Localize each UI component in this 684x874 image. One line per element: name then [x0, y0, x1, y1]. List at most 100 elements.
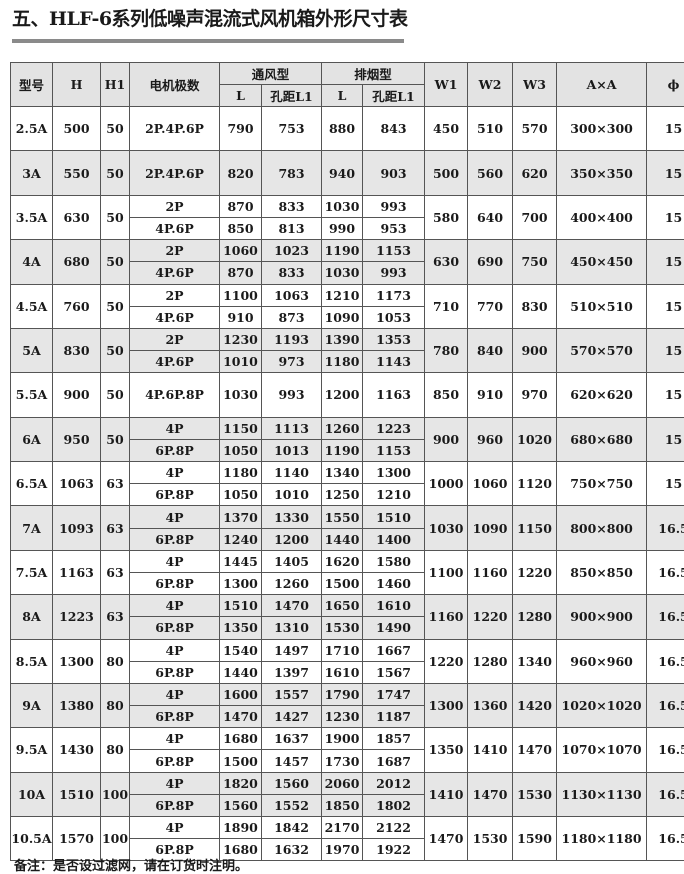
vent-l1-cell: 1023	[262, 240, 322, 262]
phi-cell: 16.5	[647, 772, 684, 816]
phi-cell: 15	[647, 328, 684, 372]
poles-cell: 4P	[130, 817, 220, 839]
poles-cell: 2P	[130, 240, 220, 262]
header-h: H	[53, 63, 101, 107]
poles-cell: 6P.8P	[130, 661, 220, 683]
smoke-l-cell: 880	[322, 107, 363, 151]
poles-cell: 6P.8P	[130, 617, 220, 639]
smoke-l1-cell: 1490	[363, 617, 425, 639]
vent-l-cell: 1600	[220, 683, 262, 705]
w3-cell: 1280	[513, 595, 557, 639]
smoke-l-cell: 940	[322, 151, 363, 195]
h-cell: 900	[53, 373, 101, 417]
axa-cell: 1070×1070	[557, 728, 647, 772]
smoke-l-cell: 1260	[322, 417, 363, 439]
poles-cell: 6P.8P	[130, 439, 220, 461]
vent-l-cell: 820	[220, 151, 262, 195]
smoke-l1-cell: 1143	[363, 351, 425, 373]
h-cell: 950	[53, 417, 101, 461]
axa-cell: 620×620	[557, 373, 647, 417]
w1-cell: 580	[425, 195, 468, 239]
smoke-l1-cell: 903	[363, 151, 425, 195]
header-phi: ϕ	[647, 63, 684, 107]
vent-l-cell: 850	[220, 217, 262, 239]
model-cell: 4.5A	[11, 284, 53, 328]
smoke-l-cell: 1230	[322, 706, 363, 728]
w3-cell: 620	[513, 151, 557, 195]
model-cell: 3.5A	[11, 195, 53, 239]
model-cell: 8A	[11, 595, 53, 639]
model-cell: 2.5A	[11, 107, 53, 151]
vent-l1-cell: 833	[262, 195, 322, 217]
vent-l1-cell: 1013	[262, 439, 322, 461]
smoke-l1-cell: 1610	[363, 595, 425, 617]
poles-cell: 6P.8P	[130, 484, 220, 506]
h1-cell: 50	[101, 417, 130, 461]
vent-l1-cell: 1457	[262, 750, 322, 772]
poles-cell: 4P	[130, 550, 220, 572]
w1-cell: 780	[425, 328, 468, 372]
smoke-l1-cell: 1922	[363, 839, 425, 861]
vent-l-cell: 1300	[220, 572, 262, 594]
phi-cell: 15	[647, 373, 684, 417]
smoke-l-cell: 1730	[322, 750, 363, 772]
axa-cell: 450×450	[557, 240, 647, 284]
vent-l-cell: 1890	[220, 817, 262, 839]
smoke-l-cell: 1790	[322, 683, 363, 705]
w1-cell: 1100	[425, 550, 468, 594]
vent-l-cell: 1030	[220, 373, 262, 417]
h-cell: 1300	[53, 639, 101, 683]
smoke-l1-cell: 1173	[363, 284, 425, 306]
smoke-l-cell: 1030	[322, 195, 363, 217]
h1-cell: 50	[101, 151, 130, 195]
header-h1: H1	[101, 63, 130, 107]
vent-l-cell: 870	[220, 195, 262, 217]
smoke-l1-cell: 2012	[363, 772, 425, 794]
w3-cell: 1220	[513, 550, 557, 594]
w3-cell: 1340	[513, 639, 557, 683]
phi-cell: 16.5	[647, 817, 684, 861]
axa-cell: 900×900	[557, 595, 647, 639]
header-w3: W3	[513, 63, 557, 107]
vent-l1-cell: 1497	[262, 639, 322, 661]
poles-cell: 6P.8P	[130, 794, 220, 816]
w3-cell: 830	[513, 284, 557, 328]
vent-l1-cell: 1470	[262, 595, 322, 617]
smoke-l-cell: 1030	[322, 262, 363, 284]
vent-l1-cell: 833	[262, 262, 322, 284]
header-smoke-l: L	[322, 85, 363, 107]
model-cell: 5.5A	[11, 373, 53, 417]
smoke-l1-cell: 1400	[363, 528, 425, 550]
smoke-l1-cell: 1857	[363, 728, 425, 750]
smoke-l1-cell: 1567	[363, 661, 425, 683]
model-cell: 4A	[11, 240, 53, 284]
vent-l1-cell: 1200	[262, 528, 322, 550]
vent-l1-cell: 1310	[262, 617, 322, 639]
w3-cell: 970	[513, 373, 557, 417]
w2-cell: 690	[468, 240, 513, 284]
h-cell: 680	[53, 240, 101, 284]
h-cell: 630	[53, 195, 101, 239]
smoke-l1-cell: 1153	[363, 439, 425, 461]
h1-cell: 63	[101, 462, 130, 506]
w3-cell: 1590	[513, 817, 557, 861]
vent-l1-cell: 993	[262, 373, 322, 417]
header-model: 型号	[11, 63, 53, 107]
poles-cell: 4P.6P.8P	[130, 373, 220, 417]
axa-cell: 570×570	[557, 328, 647, 372]
footnote: 备注：是否设过滤网，请在订货时注明。	[14, 855, 248, 874]
smoke-l1-cell: 843	[363, 107, 425, 151]
smoke-l1-cell: 1460	[363, 572, 425, 594]
w2-cell: 1160	[468, 550, 513, 594]
smoke-l-cell: 1440	[322, 528, 363, 550]
vent-l1-cell: 1637	[262, 728, 322, 750]
smoke-l-cell: 1710	[322, 639, 363, 661]
smoke-l1-cell: 953	[363, 217, 425, 239]
w2-cell: 1530	[468, 817, 513, 861]
smoke-l-cell: 2170	[322, 817, 363, 839]
